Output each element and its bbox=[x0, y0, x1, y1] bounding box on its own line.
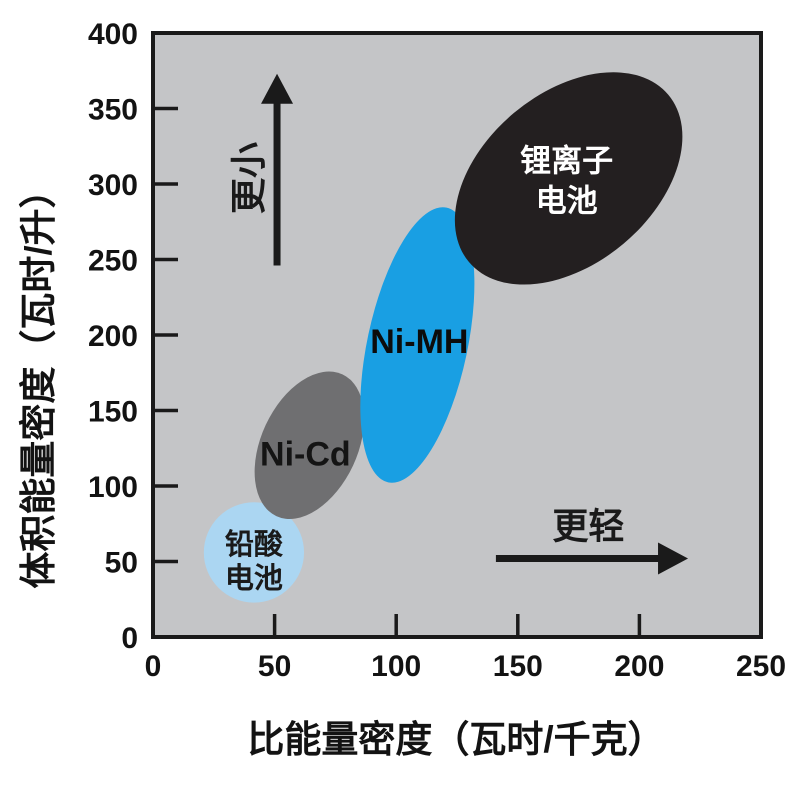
y-tick-label: 350 bbox=[88, 94, 138, 127]
y-tick-label: 50 bbox=[105, 547, 138, 580]
x-tick-label: 50 bbox=[258, 650, 291, 683]
x-axis-ticks: 0 50 100 150 200 250 bbox=[145, 614, 786, 683]
ellipse-ni-cd bbox=[254, 371, 365, 519]
y-tick-label: 150 bbox=[88, 396, 138, 429]
y-axis-ticks: 0 50 100 150 200 250 300 350 400 bbox=[88, 18, 178, 655]
x-axis-title: 比能量密度（瓦时/千克） bbox=[247, 719, 664, 760]
y-tick-label: 200 bbox=[88, 320, 138, 353]
y-tick-label: 0 bbox=[121, 622, 138, 655]
ellipse-label-li-ion: 电池 bbox=[536, 184, 598, 219]
x-tick-label: 250 bbox=[736, 650, 786, 683]
y-axis-title: 体积能量密度（瓦时/升） bbox=[18, 171, 59, 588]
y-tick-label: 400 bbox=[88, 18, 138, 51]
lighter-arrow-head bbox=[658, 542, 689, 575]
smaller-arrow-head bbox=[261, 73, 294, 104]
ellipse-ni-mh bbox=[360, 207, 475, 483]
y-tick-label: 100 bbox=[88, 471, 138, 504]
x-tick-label: 100 bbox=[371, 650, 421, 683]
y-tick-label: 250 bbox=[88, 245, 138, 278]
smaller-arrow-label: 更小 bbox=[228, 142, 269, 214]
ellipse-label-li-ion: 锂离子 bbox=[520, 144, 613, 179]
lighter-arrow-label: 更轻 bbox=[552, 505, 624, 546]
x-tick-label: 0 bbox=[145, 650, 162, 683]
ellipse-li-ion bbox=[454, 72, 683, 285]
plot-border bbox=[151, 31, 763, 639]
x-tick-label: 150 bbox=[493, 650, 543, 683]
ellipse-label-ni-mh: Ni-MH bbox=[370, 323, 468, 361]
ellipse-label-lead-acid: 电池 bbox=[225, 562, 283, 595]
ellipse-label-ni-cd: Ni-Cd bbox=[260, 435, 351, 473]
y-tick-label: 300 bbox=[88, 169, 138, 202]
x-tick-label: 200 bbox=[614, 650, 664, 683]
ellipse-lead-acid bbox=[203, 502, 305, 603]
ellipse-label-lead-acid: 铅酸 bbox=[225, 528, 284, 561]
